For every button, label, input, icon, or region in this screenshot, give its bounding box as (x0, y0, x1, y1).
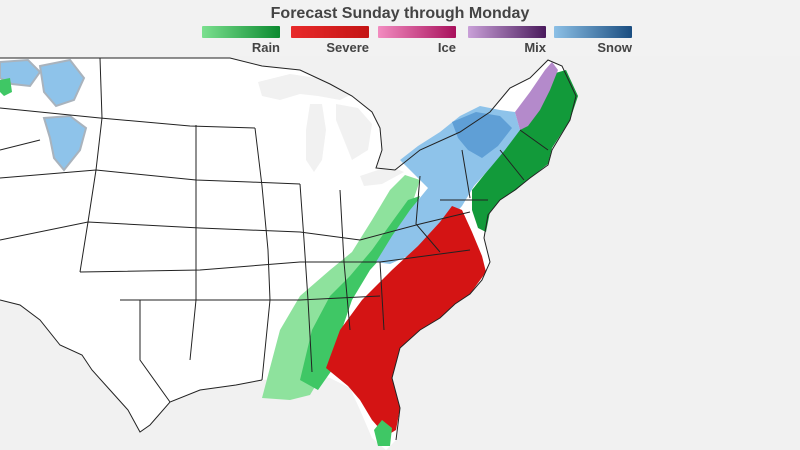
map-title: Forecast Sunday through Monday (270, 5, 530, 22)
legend-item-severe: Severe (291, 26, 369, 55)
legend-item-mix: Mix (468, 26, 546, 55)
legend-swatch-rain (202, 26, 280, 38)
legend-swatch-severe (291, 26, 369, 38)
severe-zone (326, 206, 486, 436)
northwest-snow-2 (38, 58, 86, 108)
legend-swatch-snow (554, 26, 632, 38)
legend-label-severe: Severe (326, 40, 369, 55)
lake-michigan (306, 104, 326, 172)
rain-florida (374, 420, 392, 446)
northwest-snow-3 (42, 114, 88, 172)
legend-label-snow: Snow (597, 40, 632, 55)
legend-label-mix: Mix (524, 40, 546, 55)
lake-erie (360, 166, 404, 186)
lake-superior (258, 74, 356, 100)
rain-northeast (472, 70, 578, 232)
legend-item-rain: Rain (202, 26, 280, 55)
state-borders (0, 57, 577, 441)
legend-swatch-ice (378, 26, 456, 38)
mix-zone (515, 62, 558, 130)
lake-huron (336, 104, 372, 160)
legend-swatch-mix (468, 26, 546, 38)
snow-band-dark (452, 112, 512, 158)
northwest-rain-cell (0, 78, 12, 96)
legend-item-ice: Ice (378, 26, 456, 55)
legend-label-rain: Rain (251, 40, 280, 55)
legend-item-snow: Snow (554, 26, 632, 55)
legend-label-ice: Ice (437, 40, 456, 55)
